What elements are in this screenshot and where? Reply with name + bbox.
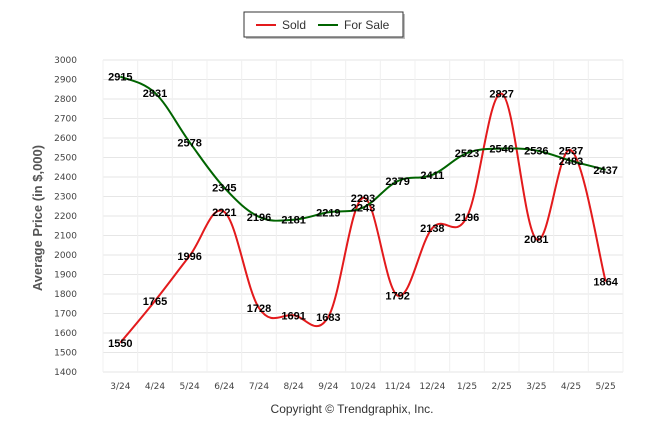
y-tick-label: 2400 bbox=[54, 173, 77, 183]
data-label-sold: 1996 bbox=[177, 251, 201, 263]
data-label-sold: 1864 bbox=[593, 277, 618, 289]
data-label-sold: 1765 bbox=[143, 296, 167, 308]
y-tick-label: 2600 bbox=[54, 134, 77, 144]
data-label-for-sale: 2196 bbox=[247, 212, 271, 224]
data-label-for-sale: 2243 bbox=[351, 203, 375, 215]
x-tick-label: 1/25 bbox=[457, 382, 477, 392]
data-label-sold: 2827 bbox=[489, 89, 513, 101]
x-tick-label: 3/24 bbox=[110, 382, 130, 392]
data-label-sold: 2081 bbox=[524, 234, 548, 246]
series-line-for-sale bbox=[119, 75, 606, 222]
data-label-for-sale: 2578 bbox=[177, 137, 201, 149]
data-label-for-sale: 2181 bbox=[281, 215, 305, 227]
y-tick-label: 2100 bbox=[54, 232, 77, 242]
y-tick-label: 2200 bbox=[54, 212, 77, 222]
data-label-sold: 1683 bbox=[316, 312, 340, 324]
data-label-sold: 2196 bbox=[455, 212, 479, 224]
legend: Sold For Sale bbox=[243, 11, 405, 39]
y-tick-label: 2900 bbox=[54, 76, 77, 86]
grid-layer bbox=[102, 59, 624, 373]
data-label-for-sale: 2219 bbox=[316, 207, 340, 219]
x-tick-label: 12/24 bbox=[419, 382, 445, 392]
data-label-sold: 2221 bbox=[212, 207, 236, 219]
x-tick-label: 10/24 bbox=[350, 382, 376, 392]
x-tick-label: 7/24 bbox=[249, 382, 269, 392]
y-tick-label: 2700 bbox=[54, 115, 77, 125]
data-label-for-sale: 2831 bbox=[143, 88, 167, 100]
x-tick-label: 6/24 bbox=[214, 382, 234, 392]
legend-items: Sold For Sale bbox=[256, 18, 390, 32]
data-label-for-sale: 2437 bbox=[593, 165, 617, 177]
copyright-text: Copyright © Trendgraphix, Inc. bbox=[271, 402, 434, 416]
x-tick-label: 4/24 bbox=[145, 382, 165, 392]
y-tick-label: 2000 bbox=[54, 251, 77, 261]
y-tick-label: 2800 bbox=[54, 95, 77, 105]
data-label-layer: 1550 1765 1996 2221 1728 1691 1683 2293 1792 2138… bbox=[108, 72, 619, 350]
x-tick-label: 2/25 bbox=[492, 382, 512, 392]
y-tick-label: 1400 bbox=[54, 368, 77, 378]
y-tick-label: 1900 bbox=[54, 271, 77, 281]
data-label-for-sale: 2915 bbox=[108, 72, 132, 84]
y-tick-label: 1800 bbox=[54, 290, 77, 300]
y-axis-label: Average Price (in $,000) bbox=[30, 145, 45, 291]
data-label-for-sale: 2523 bbox=[455, 148, 479, 160]
x-tick-label: 4/25 bbox=[561, 382, 581, 392]
data-label-for-sale: 2483 bbox=[559, 156, 583, 168]
y-tick-label: 1700 bbox=[54, 310, 77, 320]
data-label-sold: 2537 bbox=[559, 145, 583, 157]
y-tick-label: 1600 bbox=[54, 329, 77, 339]
axis-layer: Average Price (in $,000) 1400 1500 1600 170… bbox=[30, 56, 616, 392]
data-label-sold: 1728 bbox=[247, 303, 271, 315]
data-label-sold: 1792 bbox=[385, 291, 409, 303]
y-tick-label: 2300 bbox=[54, 193, 77, 203]
y-tick-label: 3000 bbox=[54, 56, 77, 66]
legend-label-for-sale: For Sale bbox=[344, 18, 390, 32]
legend-label-sold: Sold bbox=[282, 18, 306, 32]
data-label-for-sale: 2536 bbox=[524, 145, 548, 157]
x-tick-label: 11/24 bbox=[385, 382, 411, 392]
x-tick-label: 3/25 bbox=[526, 382, 546, 392]
data-label-for-sale: 2379 bbox=[385, 176, 409, 188]
x-tick-label: 9/24 bbox=[318, 382, 338, 392]
data-label-sold: 2293 bbox=[351, 193, 375, 205]
x-tick-label: 5/24 bbox=[180, 382, 200, 392]
x-tick-label: 8/24 bbox=[284, 382, 304, 392]
data-label-sold: 2138 bbox=[420, 223, 444, 235]
data-label-for-sale: 2546 bbox=[489, 144, 513, 156]
data-label-for-sale: 2411 bbox=[420, 170, 444, 182]
data-label-for-sale: 2345 bbox=[212, 183, 236, 195]
y-tick-label: 1500 bbox=[54, 349, 77, 359]
series-line-sold bbox=[119, 92, 607, 344]
data-label-sold: 1691 bbox=[281, 310, 305, 322]
data-label-sold: 1550 bbox=[108, 338, 132, 350]
x-tick-label: 5/25 bbox=[596, 382, 616, 392]
y-tick-label: 2500 bbox=[54, 154, 77, 164]
series-layer bbox=[119, 75, 607, 344]
